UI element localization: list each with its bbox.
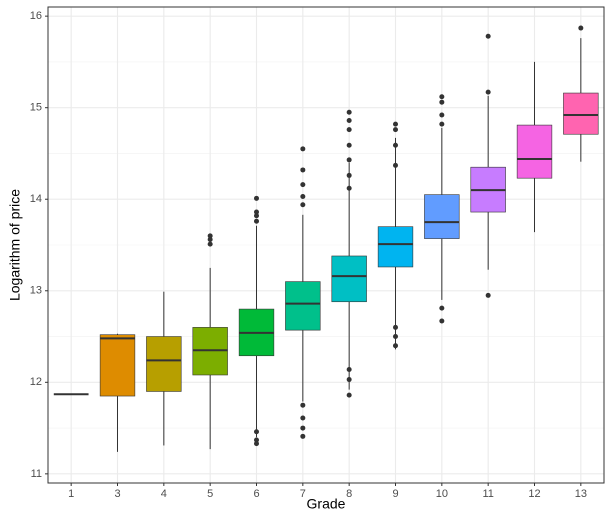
outlier <box>254 195 259 201</box>
x-tick-label: 4 <box>161 488 167 500</box>
box <box>331 255 367 303</box>
outlier <box>300 402 306 408</box>
box <box>516 124 553 179</box>
outlier <box>300 193 306 199</box>
outlier <box>254 218 259 224</box>
x-tick-label: 3 <box>114 488 120 500</box>
x-tick-label: 5 <box>207 488 213 500</box>
outlier <box>300 202 306 208</box>
outlier <box>254 441 259 447</box>
outlier <box>254 437 259 443</box>
x-tick-label: 12 <box>528 488 540 500</box>
outlier <box>393 334 398 340</box>
outlier <box>439 94 445 100</box>
x-tick-label: 11 <box>482 488 493 500</box>
outlier <box>393 162 398 168</box>
outlier <box>578 25 584 31</box>
y-tick-label: 13 <box>30 285 42 297</box>
x-tick-label: 1 <box>68 488 74 500</box>
outlier <box>346 127 352 133</box>
outlier <box>346 157 352 163</box>
outlier <box>346 109 352 115</box>
outlier <box>393 324 398 330</box>
x-tick-label: 7 <box>300 488 306 500</box>
outlier <box>439 121 445 127</box>
box <box>285 281 321 331</box>
outlier <box>393 121 398 127</box>
outlier <box>346 366 352 372</box>
y-tick-label: 12 <box>30 376 42 388</box>
y-axis-title: Logarithm of price <box>7 189 23 301</box>
outlier <box>300 182 306 188</box>
x-tick-label: 6 <box>253 488 259 500</box>
outlier <box>346 142 352 148</box>
outlier <box>300 167 306 173</box>
outlier <box>485 292 491 298</box>
box <box>377 226 414 268</box>
outlier <box>346 377 352 383</box>
x-tick-label: 8 <box>346 488 352 500</box>
y-tick-label: 15 <box>30 102 42 114</box>
outlier <box>393 343 398 349</box>
panel-border <box>47 6 605 484</box>
outlier <box>300 433 306 439</box>
outlier <box>254 209 259 215</box>
outlier <box>346 392 352 398</box>
y-tick-label: 11 <box>31 468 42 480</box>
box <box>424 194 460 239</box>
box <box>563 92 599 135</box>
x-axis-title: Grade <box>307 496 346 512</box>
outlier <box>393 127 398 133</box>
outlier <box>300 146 306 152</box>
outlier <box>207 241 213 247</box>
outlier <box>439 305 445 311</box>
outlier <box>346 185 352 191</box>
y-tick-label: 16 <box>30 10 42 22</box>
x-tick-label: 13 <box>575 488 587 500</box>
outlier <box>439 318 445 324</box>
outlier <box>439 99 445 105</box>
outlier <box>254 213 259 219</box>
x-tick-label: 10 <box>436 488 448 500</box>
outlier <box>393 142 398 148</box>
box <box>99 334 136 397</box>
outlier <box>254 429 259 435</box>
outlier <box>346 118 352 124</box>
outlier <box>207 233 213 239</box>
outlier <box>346 172 352 178</box>
outlier <box>485 33 491 39</box>
outlier <box>300 415 306 421</box>
outlier <box>207 237 213 243</box>
x-tick-label: 9 <box>392 488 398 500</box>
y-tick-label: 14 <box>30 193 42 205</box>
outlier <box>485 89 491 95</box>
outlier <box>300 425 306 431</box>
box <box>146 336 182 392</box>
outlier <box>439 112 445 118</box>
